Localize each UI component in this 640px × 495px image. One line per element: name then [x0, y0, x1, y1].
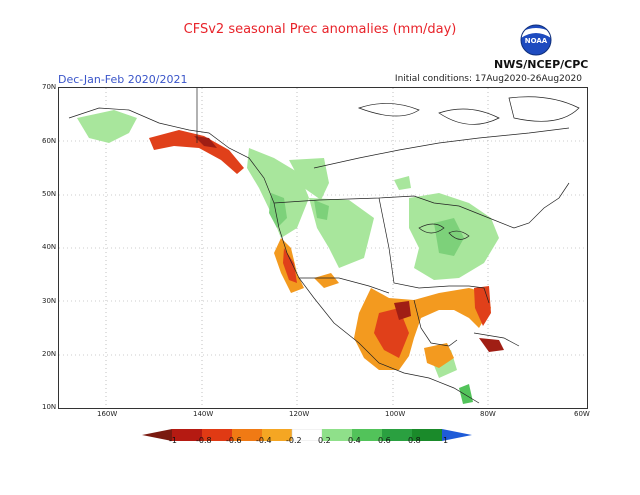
legend-swatch-6: [322, 429, 352, 441]
lon-label-140w: 140W: [193, 410, 214, 418]
lat-label-20n: 20N: [42, 350, 57, 358]
coastlines: [68, 88, 580, 404]
legend-swatch-3: [232, 429, 262, 441]
legend-swatch-0: [142, 429, 172, 441]
map-svg: [59, 88, 587, 408]
legend-label-8: 0.8: [408, 436, 421, 445]
lat-label-60n: 60N: [42, 137, 57, 145]
logo-lettering: NOAA: [525, 37, 548, 45]
initial-conditions-label: Initial conditions: 17Aug2020-26Aug2020: [394, 74, 582, 84]
lat-label-70n: 70N: [42, 83, 57, 91]
agency-label: NWS/NCEP/CPC: [494, 58, 589, 71]
legend-label-5: 0.2: [318, 436, 331, 445]
legend-label-4: -0.2: [286, 436, 302, 445]
lon-label-120w: 120W: [289, 410, 310, 418]
lat-label-30n: 30N: [42, 297, 57, 305]
legend-swatch-4: [262, 429, 292, 441]
legend-swatch-10: [442, 429, 472, 441]
legend-label-3: -0.4: [256, 436, 272, 445]
lon-label-80w: 80W: [480, 410, 496, 418]
lat-label-40n: 40N: [42, 243, 57, 251]
legend-label-9: 1: [443, 436, 449, 445]
dry-anomaly-areas: [149, 130, 504, 370]
map-title: CFSv2 seasonal Prec anomalies (mm/day): [183, 22, 457, 37]
legend-swatch-9: [412, 429, 442, 441]
lon-label-160w: 160W: [97, 410, 118, 418]
legend-swatch-1: [172, 429, 202, 441]
legend-label-7: 0.6: [378, 436, 391, 445]
legend-label-1: -0.8: [196, 436, 212, 445]
legend-label-6: 0.4: [348, 436, 361, 445]
season-label: Dec-Jan-Feb 2020/2021: [58, 73, 188, 86]
legend-label-2: -0.6: [226, 436, 242, 445]
lon-label-60w: 60W: [574, 410, 590, 418]
wet-anomaly-areas: [77, 110, 499, 404]
legend-swatch-7: [352, 429, 382, 441]
legend-colorbar: [142, 426, 502, 445]
map-graticule: [59, 88, 587, 408]
legend-label-0: -1: [169, 436, 177, 445]
lon-label-100w: 100W: [385, 410, 406, 418]
precip-anomaly-map: [58, 87, 588, 409]
legend-swatch-2: [202, 429, 232, 441]
legend-swatch-8: [382, 429, 412, 441]
noaa-logo: NOAA: [518, 24, 554, 60]
lat-label-10n: 10N: [42, 403, 57, 411]
lat-label-50n: 50N: [42, 190, 57, 198]
